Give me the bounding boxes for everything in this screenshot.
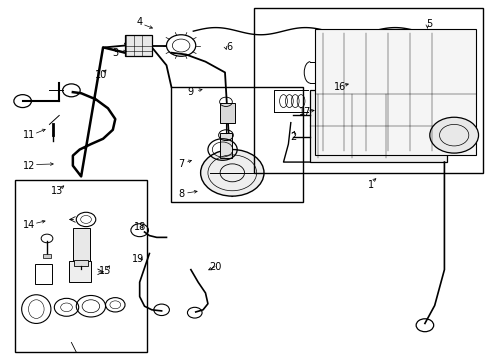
Bar: [254, 8, 483, 173]
Text: 20: 20: [209, 262, 221, 272]
Text: 3: 3: [112, 48, 118, 58]
Text: 8: 8: [178, 189, 184, 199]
Text: 9: 9: [187, 87, 194, 97]
Bar: [220, 134, 232, 158]
Bar: [315, 30, 475, 155]
Text: 11: 11: [23, 130, 35, 140]
Text: 17: 17: [299, 107, 311, 117]
Text: 6: 6: [226, 42, 232, 52]
Text: 7: 7: [178, 159, 184, 169]
Text: 10: 10: [94, 70, 106, 80]
Bar: [220, 103, 234, 123]
Text: 19: 19: [132, 254, 144, 264]
Bar: [43, 253, 51, 258]
Bar: [73, 228, 90, 261]
Bar: [15, 180, 147, 352]
Text: 1: 1: [367, 180, 374, 190]
Bar: [69, 261, 91, 282]
Bar: [171, 87, 303, 202]
Text: 5: 5: [426, 19, 432, 29]
Text: 13: 13: [51, 186, 63, 196]
Text: 12: 12: [23, 161, 35, 171]
Bar: [74, 260, 88, 266]
Text: 2: 2: [289, 132, 296, 142]
Text: 4: 4: [136, 17, 142, 27]
Bar: [310, 90, 446, 162]
Text: 18: 18: [133, 222, 145, 231]
Text: 16: 16: [333, 82, 345, 92]
Text: 15: 15: [99, 266, 111, 276]
Bar: [125, 35, 152, 56]
Text: 14: 14: [23, 220, 35, 230]
Bar: [35, 264, 52, 284]
Circle shape: [200, 149, 264, 196]
Circle shape: [429, 117, 478, 153]
